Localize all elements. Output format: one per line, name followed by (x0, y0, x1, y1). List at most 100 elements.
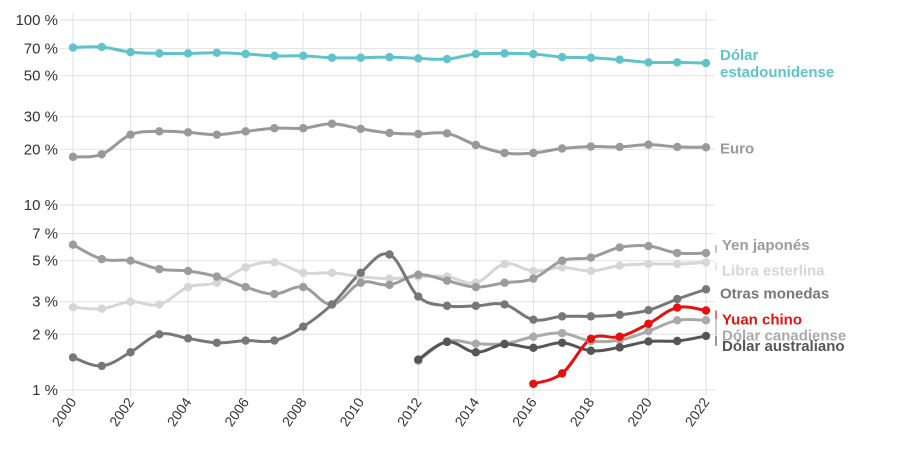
data-point-otras-monedas (586, 312, 596, 321)
data-point-otras-monedas (183, 334, 193, 343)
y-tick-label: 70 % (24, 41, 58, 58)
data-point-dolar-canadiense (557, 328, 567, 338)
series-label-line-dolar-estadounidense: estadounidense (720, 64, 834, 81)
data-point-libra-esterlina (183, 282, 193, 292)
data-point-dolar-estadounidense (529, 49, 538, 59)
data-point-dolar-estadounidense (126, 47, 135, 57)
series-label-line-dolar-australiano: Dólar australiano (722, 338, 845, 355)
data-point-euro (442, 129, 452, 138)
series-label-yuan-chino: Yuan chino (722, 311, 802, 328)
y-tick-label: 30 % (24, 109, 58, 126)
data-point-euro (155, 127, 164, 136)
data-point-dolar-estadounidense (701, 58, 711, 68)
data-point-dolar-estadounidense (68, 43, 78, 52)
data-point-libra-esterlina (557, 263, 567, 272)
data-point-dolar-australiano (701, 331, 711, 341)
data-point-yen-japones (385, 280, 394, 290)
data-point-libra-esterlina (298, 268, 308, 278)
y-tick-label: 7 % (32, 226, 58, 243)
data-point-euro (97, 150, 106, 159)
data-point-dolar-estadounidense (500, 49, 509, 58)
data-point-yen-japones (442, 276, 452, 285)
x-tick-label: 2020 (624, 394, 655, 429)
data-point-otras-monedas (615, 310, 624, 319)
x-tick-label: 2010 (336, 394, 367, 429)
data-point-dolar-australiano (500, 339, 509, 349)
data-point-dolar-estadounidense (644, 58, 653, 67)
data-point-dolar-estadounidense (471, 49, 481, 59)
data-point-yen-japones (155, 264, 164, 274)
data-point-dolar-estadounidense (298, 51, 308, 61)
data-point-libra-esterlina (586, 266, 596, 276)
data-point-euro (356, 124, 365, 134)
series-label-otras-monedas: Otras monedas (720, 285, 829, 302)
data-point-dolar-estadounidense (97, 42, 106, 52)
data-point-yen-japones (241, 282, 250, 292)
data-point-dolar-australiano (586, 346, 596, 355)
data-point-otras-monedas (327, 300, 337, 309)
data-point-dolar-australiano (471, 348, 481, 357)
data-point-dolar-canadiense (673, 316, 682, 325)
data-point-libra-esterlina (385, 274, 394, 283)
series-label-euro: Euro (720, 140, 754, 157)
data-point-euro (298, 124, 308, 133)
data-point-otras-monedas (241, 336, 250, 345)
data-point-libra-esterlina (673, 259, 682, 269)
data-point-libra-esterlina (126, 297, 135, 306)
data-point-euro (327, 119, 337, 128)
data-point-dolar-estadounidense (155, 49, 164, 58)
data-point-dolar-australiano (615, 343, 624, 352)
data-point-yen-japones (212, 272, 222, 281)
data-point-otras-monedas (155, 330, 164, 339)
series-label-yen-japones: Yen japonés (722, 237, 810, 254)
data-point-otras-monedas (529, 315, 538, 324)
x-axis-ticks: 2000 2002 2004 2006 2008 2010 2012 2014 2016 2018… (48, 394, 712, 429)
data-point-libra-esterlina (155, 300, 164, 309)
data-point-yen-japones (701, 248, 711, 258)
data-point-otras-monedas (356, 268, 365, 278)
data-point-yen-japones (557, 256, 567, 265)
series-line-euro (71, 122, 708, 159)
series-label-line-dolar-estadounidense: Dólar (720, 47, 759, 64)
data-point-euro (557, 144, 567, 153)
data-point-euro (500, 148, 509, 158)
x-tick-label: 2012 (394, 394, 425, 429)
data-point-yuan-chino (529, 379, 538, 389)
data-point-dolar-australiano (557, 338, 567, 347)
data-point-libra-esterlina (529, 266, 538, 276)
data-point-otras-monedas (471, 301, 481, 311)
x-tick-label: 2000 (48, 394, 79, 429)
data-point-yen-japones (298, 282, 308, 292)
data-point-euro (212, 130, 222, 139)
x-tick-label: 2018 (566, 394, 597, 429)
data-point-euro (529, 148, 538, 158)
series-label-dolar-australiano: Dólar australiano (722, 338, 845, 355)
series-label-libra-esterlina: Libra esterlina (722, 262, 825, 279)
data-point-otras-monedas (557, 312, 567, 321)
data-point-yen-japones (356, 278, 365, 287)
data-point-otras-monedas (701, 285, 711, 294)
data-point-yen-japones (68, 240, 78, 249)
data-point-dolar-estadounidense (241, 49, 250, 59)
data-point-yen-japones (644, 241, 653, 251)
series-label-line-otras-monedas: Otras monedas (720, 285, 829, 302)
y-tick-label: 2 % (32, 326, 58, 343)
data-point-euro (471, 140, 481, 150)
data-point-dolar-australiano (442, 337, 452, 347)
data-point-dolar-canadiense (701, 316, 711, 325)
series-label-line-dolar-canadiense: Dólar canadiense (722, 327, 846, 344)
data-point-yuan-chino (644, 319, 653, 328)
data-point-otras-monedas (414, 292, 423, 301)
data-point-euro (126, 130, 135, 139)
data-point-yuan-chino (586, 334, 596, 344)
data-point-dolar-estadounidense (586, 53, 596, 62)
data-point-dolar-australiano (529, 343, 538, 353)
data-point-dolar-australiano (644, 337, 653, 346)
data-point-libra-esterlina (615, 261, 624, 270)
x-tick-label: 2022 (681, 394, 712, 429)
data-point-libra-esterlina (270, 258, 279, 267)
y-axis-ticks: 100 % 70 % 50 % 30 % 20 % 10 % 7 % 5 % 3 % 2 % 1 % (15, 12, 58, 399)
data-point-euro (385, 128, 394, 138)
y-tick-label: 1 % (32, 382, 58, 399)
